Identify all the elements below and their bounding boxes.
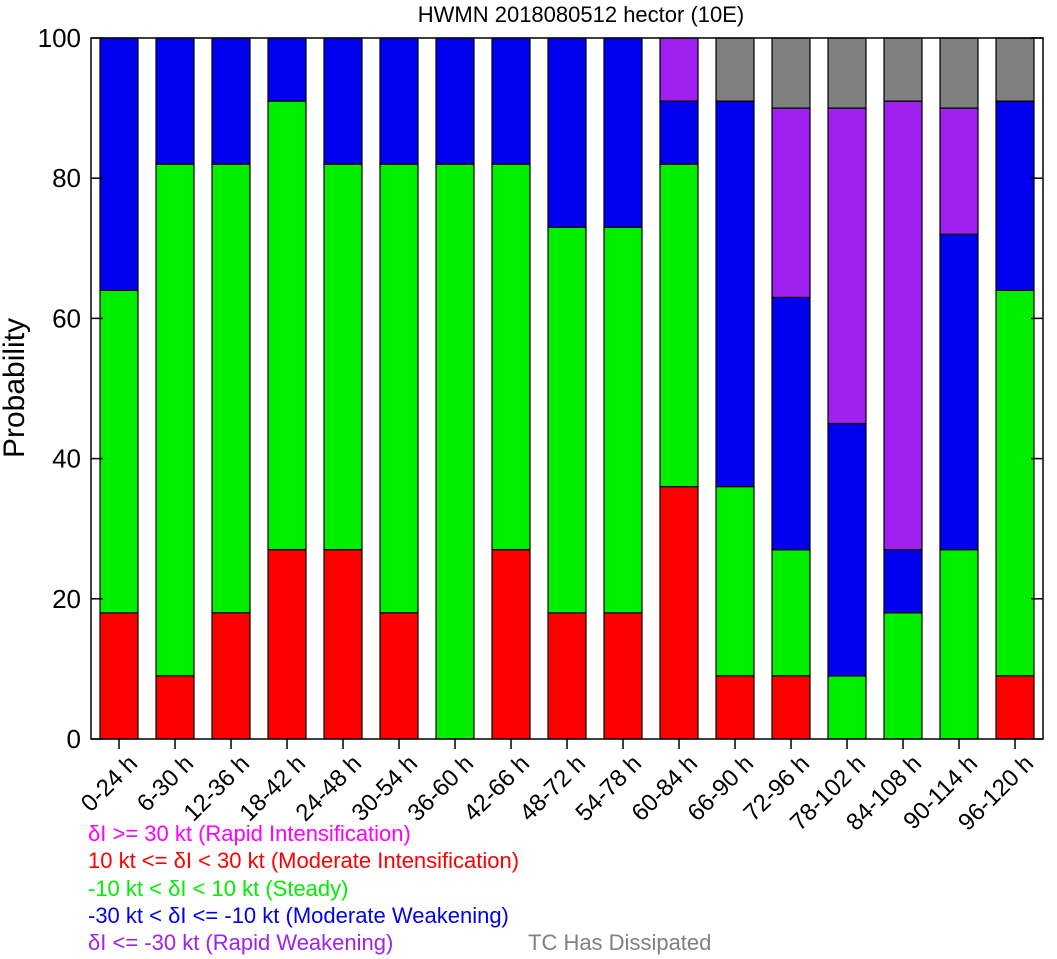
bar-st-6 (435, 163, 475, 740)
bar-mi-11 (715, 675, 755, 740)
bar-mi-1 (155, 675, 195, 740)
bar-mw-10 (659, 100, 699, 165)
bar-mi-8 (547, 612, 587, 740)
bar-mw-15 (939, 233, 979, 551)
bar-rw-10 (659, 37, 699, 102)
bar-mw-16 (995, 100, 1035, 292)
x-tick-label-0: 0-24 h (76, 750, 143, 817)
bars-layer (99, 37, 1035, 740)
bar-st-8 (547, 226, 587, 614)
legend-tc-dissipated: TC Has Dissipated (528, 930, 712, 955)
bar-mi-0 (99, 612, 139, 740)
bar-st-13 (827, 675, 867, 740)
bar-st-1 (155, 163, 195, 677)
y-axis-label: Probability (0, 318, 31, 458)
bar-dis-16 (995, 37, 1035, 102)
bar-mw-2 (211, 37, 251, 165)
bar-dis-14 (883, 37, 923, 102)
y-tick-label-4: 80 (52, 163, 81, 193)
bar-st-2 (211, 163, 251, 614)
bar-mi-7 (491, 549, 531, 740)
bar-mw-1 (155, 37, 195, 165)
bar-mw-7 (491, 37, 531, 165)
bar-mw-9 (603, 37, 643, 228)
bar-st-3 (267, 100, 307, 551)
bar-mw-3 (267, 37, 307, 102)
chart-title: HWMN 2018080512 hector (10E) (418, 2, 745, 27)
bar-rw-12 (771, 107, 811, 299)
y-tick-label-5: 100 (38, 23, 81, 53)
bar-st-12 (771, 549, 811, 677)
bar-rw-13 (827, 107, 867, 425)
bar-mi-16 (995, 675, 1035, 740)
bar-mw-6 (435, 37, 475, 165)
bar-mi-5 (379, 612, 419, 740)
y-tick-label-1: 20 (52, 584, 81, 614)
legend-rapid-weakening: δI <= -30 kt (Rapid Weakening) (88, 930, 394, 955)
bar-mw-0 (99, 37, 139, 291)
legend-rapid-intensification: δI >= 30 kt (Rapid Intensification) (88, 821, 411, 846)
bar-st-15 (939, 549, 979, 740)
bar-mi-2 (211, 612, 251, 740)
bar-dis-12 (771, 37, 811, 109)
bar-mw-5 (379, 37, 419, 165)
bar-mw-8 (547, 37, 587, 228)
bar-dis-15 (939, 37, 979, 109)
bar-mw-13 (827, 423, 867, 677)
bar-st-0 (99, 289, 139, 614)
bar-mw-12 (771, 296, 811, 551)
bar-mw-14 (883, 549, 923, 614)
bar-mw-4 (323, 37, 363, 165)
bar-dis-13 (827, 37, 867, 109)
bar-st-16 (995, 289, 1035, 677)
bar-st-4 (323, 163, 363, 551)
legend-moderate-intensification: 10 kt <= δI < 30 kt (Moderate Intensific… (88, 848, 520, 873)
bar-st-10 (659, 163, 699, 488)
y-tick-label-0: 0 (67, 724, 81, 754)
bar-st-7 (491, 163, 531, 551)
bar-rw-14 (883, 100, 923, 551)
legend-steady: -10 kt < δI < 10 kt (Steady) (88, 876, 349, 901)
y-tick-label-2: 40 (52, 444, 81, 474)
bar-st-9 (603, 226, 643, 614)
bar-mi-3 (267, 549, 307, 740)
legend-moderate-weakening: -30 kt < δI <= -10 kt (Moderate Weakenin… (88, 903, 509, 928)
bar-mi-10 (659, 486, 699, 740)
bar-dis-11 (715, 37, 755, 102)
bar-mi-12 (771, 675, 811, 740)
bar-mw-11 (715, 100, 755, 488)
y-tick-label-3: 60 (52, 303, 81, 333)
bar-rw-15 (939, 107, 979, 235)
bar-st-5 (379, 163, 419, 614)
bar-mi-4 (323, 549, 363, 740)
bar-st-11 (715, 486, 755, 677)
bar-st-14 (883, 612, 923, 740)
bar-mi-9 (603, 612, 643, 740)
